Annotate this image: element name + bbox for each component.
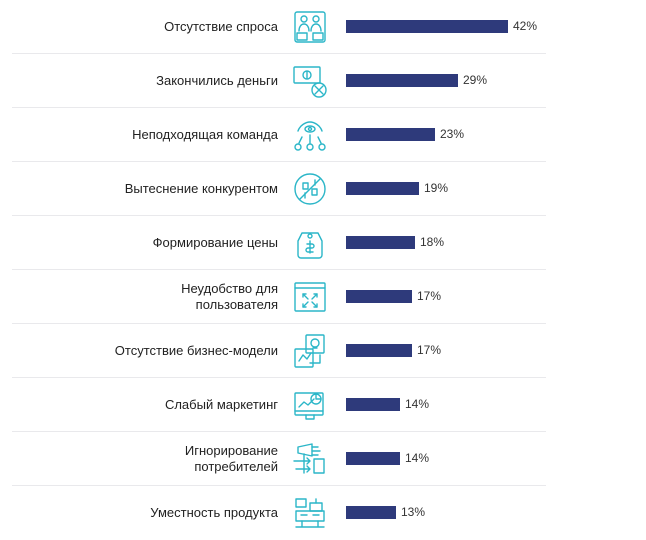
value-label: 13%	[401, 505, 426, 519]
row-divider	[12, 161, 546, 162]
category-label: Неудобство для пользователя	[18, 270, 278, 324]
value-label: 18%	[420, 235, 445, 249]
value-label: 17%	[417, 289, 442, 303]
category-label: Формирование цены	[18, 216, 278, 270]
category-label-line: Вытеснение конкурентом	[124, 181, 278, 196]
money-icon	[292, 63, 328, 99]
category-label-line: Неподходящая команда	[132, 127, 278, 142]
category-label-line: Отсутствие спроса	[164, 19, 278, 34]
marketing-icon	[292, 387, 328, 423]
bar	[346, 344, 412, 357]
row-divider	[12, 485, 546, 486]
bar	[346, 452, 400, 465]
category-label-line: Неудобство для	[181, 281, 278, 296]
value-label: 14%	[405, 397, 430, 411]
people-icon	[292, 9, 328, 45]
category-label: Отсутствие спроса	[18, 0, 278, 54]
value-label: 42%	[513, 19, 538, 33]
bar	[346, 20, 508, 33]
bar	[346, 182, 419, 195]
row-divider	[12, 269, 546, 270]
product-boxes-icon	[292, 495, 328, 531]
row-divider	[12, 431, 546, 432]
chart-row: Слабый маркетинг 14%	[0, 378, 646, 432]
chart-row: Отсутствие бизнес-модели 17%	[0, 324, 646, 378]
category-label-line: Закончились деньги	[156, 73, 278, 88]
chart-row: Неподходящая команда 23%	[0, 108, 646, 162]
chart-row: Неудобство для пользователя 17%	[0, 270, 646, 324]
chart-row: Формирование цены 18%	[0, 216, 646, 270]
category-label: Закончились деньги	[18, 54, 278, 108]
category-label: Уместность продукта	[18, 486, 278, 540]
chart-row: Игнорирование потребителей 14%	[0, 432, 646, 486]
chart-row: Уместность продукта 13%	[0, 486, 646, 540]
team-icon	[292, 117, 328, 153]
price-tag-icon	[292, 225, 328, 261]
category-label-line: Игнорирование	[184, 443, 278, 458]
window-expand-icon	[292, 279, 328, 315]
category-label-line: Уместность продукта	[150, 505, 278, 520]
value-label: 23%	[440, 127, 465, 141]
category-label: Неподходящая команда	[18, 108, 278, 162]
row-divider	[12, 377, 546, 378]
bar	[346, 236, 415, 249]
value-label: 17%	[417, 343, 442, 357]
value-label: 19%	[424, 181, 449, 195]
category-label-line: потребителей	[194, 459, 278, 474]
bar	[346, 128, 435, 141]
row-divider	[12, 53, 546, 54]
value-label: 29%	[463, 73, 488, 87]
chart-row: Вытеснение конкурентом 19%	[0, 162, 646, 216]
category-label: Отсутствие бизнес-модели	[18, 324, 278, 378]
chart-row: Закончились деньги 29%	[0, 54, 646, 108]
category-label: Вытеснение конкурентом	[18, 162, 278, 216]
business-model-icon	[292, 333, 328, 369]
row-divider	[12, 323, 546, 324]
bar	[346, 74, 458, 87]
bar	[346, 506, 396, 519]
chart-row: Отсутствие спроса 42%	[0, 0, 646, 54]
competition-icon	[292, 171, 328, 207]
value-label: 14%	[405, 451, 430, 465]
category-label-line: Формирование цены	[152, 235, 278, 250]
category-label: Слабый маркетинг	[18, 378, 278, 432]
megaphone-icon	[292, 441, 328, 477]
category-label: Игнорирование потребителей	[18, 432, 278, 486]
category-label-line: Отсутствие бизнес-модели	[114, 343, 278, 358]
bar	[346, 398, 400, 411]
category-label-line: пользователя	[195, 297, 278, 312]
row-divider	[12, 215, 546, 216]
row-divider	[12, 107, 546, 108]
category-label-line: Слабый маркетинг	[164, 397, 278, 412]
bar	[346, 290, 412, 303]
